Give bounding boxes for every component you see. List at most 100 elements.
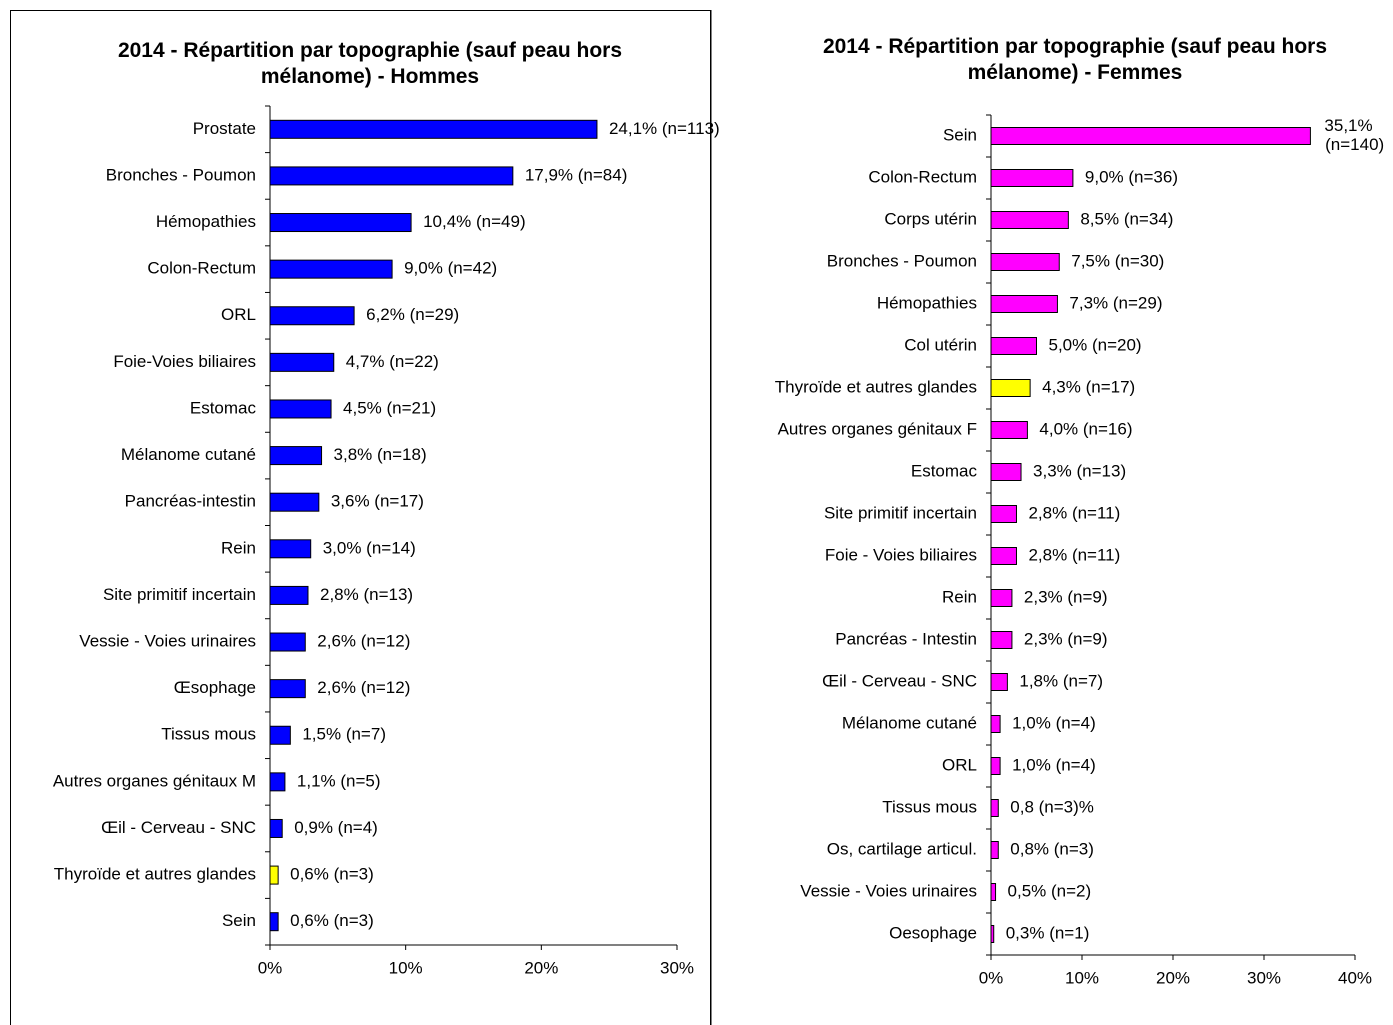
value-label: 3,6% (n=17) bbox=[331, 492, 424, 511]
bar bbox=[269, 585, 309, 605]
value-label: 0,8 (n=3)% bbox=[1010, 797, 1094, 816]
x-tick-label: 0% bbox=[979, 968, 1004, 987]
value-label: 4,7% (n=22) bbox=[346, 352, 439, 371]
y-tick-label: Site primitif incertain bbox=[824, 503, 977, 522]
value-label: 9,0% (n=36) bbox=[1085, 167, 1178, 186]
value-label: 1,0% (n=4) bbox=[1012, 713, 1096, 732]
bar bbox=[269, 213, 412, 233]
bar bbox=[269, 679, 306, 699]
bar bbox=[990, 463, 1022, 481]
y-tick-label: Bronches - Poumon bbox=[106, 165, 256, 184]
value-label: 8,5% (n=34) bbox=[1080, 209, 1173, 228]
bar bbox=[990, 211, 1069, 229]
value-label: 24,1% (n=113) bbox=[609, 119, 720, 138]
y-tick-label: Rein bbox=[942, 587, 977, 606]
value-label: 17,9% (n=84) bbox=[525, 165, 628, 184]
bar bbox=[990, 589, 1013, 607]
bar bbox=[269, 725, 291, 745]
y-tick-label: Thyroïde et autres glandes bbox=[775, 377, 977, 396]
bar bbox=[269, 818, 283, 838]
y-tick-label: Tissus mous bbox=[882, 797, 977, 816]
y-tick-label: Hémopathies bbox=[156, 212, 256, 231]
value-label: 5,0% (n=20) bbox=[1049, 335, 1142, 354]
y-tick-label: Foie - Voies biliaires bbox=[825, 545, 977, 564]
y-tick-label: Oesophage bbox=[889, 923, 977, 942]
y-tick-label: Œsophage bbox=[174, 678, 256, 697]
bar bbox=[990, 169, 1074, 187]
bar bbox=[990, 673, 1008, 691]
y-tick-label: Vessie - Voies urinaires bbox=[79, 632, 256, 651]
x-tick-label: 30% bbox=[1247, 968, 1281, 987]
chart-title: 2014 - Répartition par topographie (sauf… bbox=[117, 39, 623, 88]
y-tick-label: ORL bbox=[942, 755, 977, 774]
x-tick-label: 20% bbox=[524, 958, 558, 977]
y-tick-label: Œil - Cerveau - SNC bbox=[822, 671, 977, 690]
chart-title: 2014 - Répartition par topographie (sauf… bbox=[822, 35, 1328, 84]
bar bbox=[990, 799, 999, 817]
y-tick-label: Estomac bbox=[190, 398, 257, 417]
bar bbox=[990, 883, 997, 901]
value-label: 3,3% (n=13) bbox=[1033, 461, 1126, 480]
bar bbox=[990, 127, 1311, 145]
value-label: 2,3% (n=9) bbox=[1024, 587, 1108, 606]
y-tick-label: Autres organes génitaux M bbox=[53, 771, 256, 790]
bar bbox=[269, 306, 355, 326]
bar bbox=[990, 295, 1058, 313]
x-tick-label: 0% bbox=[258, 958, 283, 977]
bar bbox=[269, 399, 332, 419]
y-tick-label: Vessie - Voies urinaires bbox=[800, 881, 977, 900]
y-tick-label: Sein bbox=[222, 911, 256, 930]
bar bbox=[269, 772, 286, 792]
value-label: 2,6% (n=12) bbox=[317, 632, 410, 651]
y-tick-label: Œil - Cerveau - SNC bbox=[101, 818, 256, 837]
bar bbox=[269, 119, 598, 139]
value-label: 0,3% (n=1) bbox=[1006, 923, 1090, 942]
value-label: 7,3% (n=29) bbox=[1069, 293, 1162, 312]
value-label: 1,5% (n=7) bbox=[302, 725, 386, 744]
bar bbox=[269, 912, 279, 932]
bar bbox=[269, 352, 335, 372]
value-label: 2,3% (n=9) bbox=[1024, 629, 1108, 648]
y-tick-label: ORL bbox=[221, 305, 256, 324]
bar bbox=[269, 446, 323, 466]
value-label: 0,9% (n=4) bbox=[294, 818, 378, 837]
value-label: 4,3% (n=17) bbox=[1042, 377, 1135, 396]
value-label: 0,5% (n=2) bbox=[1008, 881, 1092, 900]
value-label: 2,6% (n=12) bbox=[317, 678, 410, 697]
bar bbox=[990, 715, 1001, 733]
value-label: 10,4% (n=49) bbox=[423, 212, 526, 231]
bar bbox=[990, 631, 1013, 649]
y-tick-label: Os, cartilage articul. bbox=[827, 839, 977, 858]
y-tick-label: Autres organes génitaux F bbox=[778, 419, 977, 438]
bar bbox=[990, 547, 1017, 565]
value-label: 4,5% (n=21) bbox=[343, 398, 436, 417]
value-label: 2,8% (n=11) bbox=[1028, 545, 1120, 564]
value-label: 0,6% (n=3) bbox=[290, 911, 374, 930]
bar bbox=[990, 925, 995, 943]
bar bbox=[990, 505, 1017, 523]
y-tick-label: Thyroïde et autres glandes bbox=[54, 865, 256, 884]
bar bbox=[269, 492, 320, 512]
bar bbox=[269, 166, 514, 186]
x-tick-label: 10% bbox=[1065, 968, 1099, 987]
value-label: 0,6% (n=3) bbox=[290, 865, 374, 884]
y-tick-label: Estomac bbox=[911, 461, 978, 480]
value-label: 2,8% (n=13) bbox=[320, 585, 413, 604]
y-tick-label: Mélanome cutané bbox=[121, 445, 256, 464]
x-tick-label: 10% bbox=[389, 958, 423, 977]
value-label: 4,0% (n=16) bbox=[1039, 419, 1132, 438]
value-label: 0,8% (n=3) bbox=[1010, 839, 1094, 858]
bar bbox=[990, 379, 1031, 397]
y-tick-label: Pancréas-intestin bbox=[125, 492, 256, 511]
y-tick-label: Colon-Rectum bbox=[868, 167, 977, 186]
y-tick-label: Pancréas - Intestin bbox=[835, 629, 977, 648]
value-label: 3,8% (n=18) bbox=[334, 445, 427, 464]
y-tick-label: Site primitif incertain bbox=[103, 585, 256, 604]
bar bbox=[269, 539, 312, 559]
bar bbox=[990, 841, 999, 859]
bar bbox=[990, 421, 1028, 439]
value-label: 7,5% (n=30) bbox=[1071, 251, 1164, 270]
y-tick-label: Rein bbox=[221, 538, 256, 557]
value-label: 1,8% (n=7) bbox=[1019, 671, 1103, 690]
